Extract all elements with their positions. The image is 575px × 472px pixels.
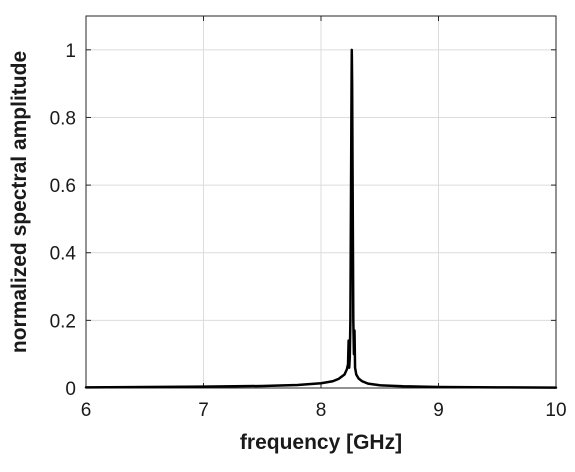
y-tick-label: 1 [65,41,76,62]
y-axis-label: normalized spectral amplitude [8,51,31,353]
x-tick-label: 7 [198,400,209,421]
grid-lines [85,16,557,389]
x-tick-label: 10 [545,400,566,421]
y-tick-label: 0.8 [50,108,76,129]
y-tick-label: 0.4 [50,244,77,265]
series-layer [84,48,558,389]
x-axis-label: frequency [GHz] [240,431,402,454]
y-tick-label: 0 [65,379,76,400]
y-tick-label: 0.2 [50,311,76,332]
y-tick-label: 0.6 [50,176,76,197]
x-tick-label: 6 [81,400,92,421]
tick-labels: 6 7 8 9 10 0 0.2 0.4 0.6 0.8 1 [50,41,567,421]
x-tick-label: 9 [433,400,444,421]
x-tick-label: 8 [316,400,327,421]
spectrum-line [84,48,558,389]
